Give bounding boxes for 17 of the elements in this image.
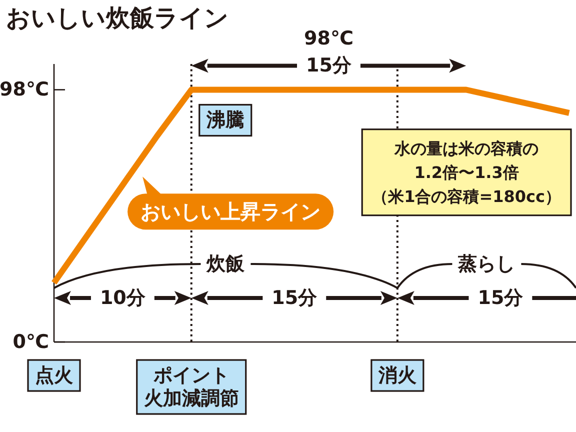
annotation: 蒸らし <box>457 252 516 275</box>
annotation: 15分 <box>272 287 318 309</box>
x-tick-label: ポイント火加減調節 <box>144 364 239 410</box>
chart-title: おいしい炊飯ライン <box>6 4 229 32</box>
y-tick-label: 0℃ <box>12 331 49 353</box>
annotation: 15分 <box>478 287 524 309</box>
annotation: （米1合の容積=180cc） <box>372 186 561 206</box>
x-tick-label: 消火 <box>377 364 418 386</box>
annotation: 沸騰 <box>205 109 244 132</box>
annotation: 98℃ <box>304 28 354 50</box>
x-tick-label: 点火 <box>35 364 74 386</box>
annotation: おいしい上昇ライン <box>140 200 321 224</box>
annotation: 10分 <box>100 287 146 309</box>
annotation: 水の量は米の容積の <box>394 138 539 158</box>
annotation: 1.2倍〜1.3倍 <box>414 162 519 182</box>
annotation: 15分 <box>306 54 352 77</box>
annotation: 炊飯 <box>206 252 246 275</box>
